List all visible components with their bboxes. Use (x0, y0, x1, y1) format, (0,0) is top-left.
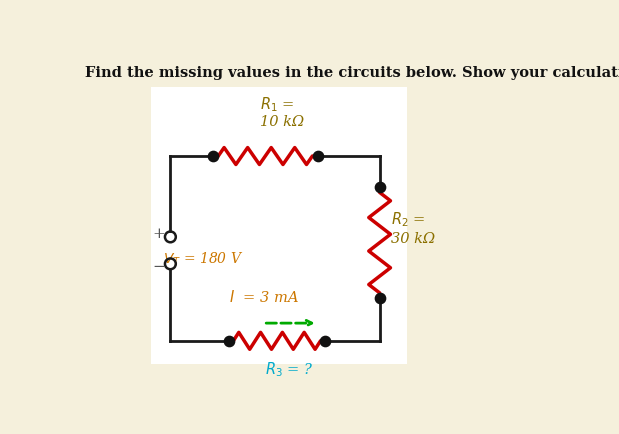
FancyBboxPatch shape (151, 87, 407, 364)
Text: $R_3$ = ?: $R_3$ = ? (265, 360, 313, 379)
Text: −: − (152, 260, 165, 274)
Text: 10 kΩ: 10 kΩ (259, 115, 304, 129)
Point (208, 153, 218, 160)
Text: +: + (152, 227, 165, 241)
Point (313, 153, 322, 160)
Text: Find the missing values in the circuits below. Show your calculations and the un: Find the missing values in the circuits … (85, 66, 619, 80)
Text: $R_1$ =: $R_1$ = (259, 95, 294, 114)
Point (374, 183, 384, 190)
Point (374, 295, 384, 302)
Text: $I$  = 3 mA: $I$ = 3 mA (228, 289, 298, 305)
Text: $R_2$ =: $R_2$ = (391, 210, 426, 229)
Point (321, 337, 331, 344)
Point (223, 337, 233, 344)
Text: 30 kΩ: 30 kΩ (391, 232, 435, 246)
Text: $V_T$ = 180 V: $V_T$ = 180 V (163, 251, 243, 268)
